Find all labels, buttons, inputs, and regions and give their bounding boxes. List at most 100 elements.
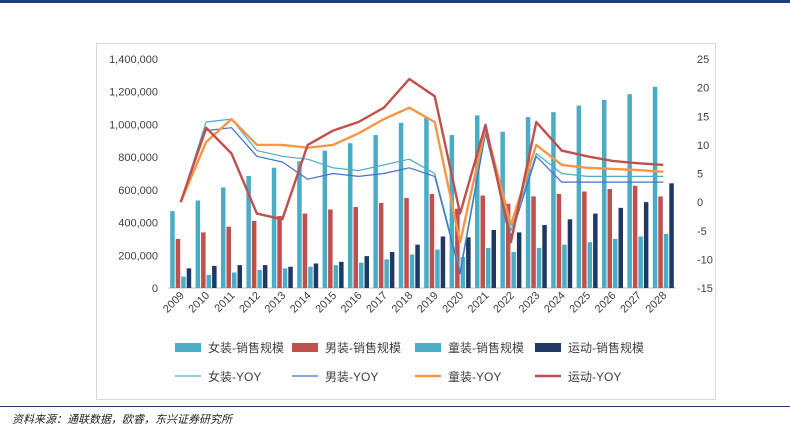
bar-3 [669,183,674,288]
legend-label: 童装-销售规模 [448,340,524,355]
bar-3 [262,265,268,288]
bar-1 [556,193,562,288]
bar-3 [643,202,649,288]
bar-0 [424,117,429,288]
bar-2 [232,272,237,288]
bar-0 [195,200,201,288]
bar-0 [449,135,455,288]
bar-2 [562,244,567,288]
bar-2 [638,236,643,288]
x-tick-label: 2013 [263,290,289,316]
bar-3 [567,219,573,288]
bar-2 [663,234,669,288]
bar-1 [226,226,231,288]
right-tick-label: 25 [697,54,709,66]
bar-3 [313,263,319,288]
bar-2 [181,276,186,288]
source-note: 资料来源：通联数据，欧睿，东兴证券研究所 [12,413,232,426]
bar-0 [475,115,480,288]
x-tick-label: 2024 [542,290,568,316]
right-tick-label: 10 [697,140,709,152]
bar-0 [221,187,226,288]
legend-swatch-bar [535,343,561,352]
bar-0 [602,99,607,289]
bar-0 [246,175,251,288]
left-tick-label: 1,000,000 [109,119,158,131]
legend-swatch-bar [415,343,441,352]
line-0 [180,118,664,272]
bar-2 [333,265,339,288]
bar-0 [348,143,353,288]
bar-layer [170,86,674,289]
bar-2 [409,254,415,288]
legend-label: 运动-YOY [568,370,621,384]
legend-label: 运动-销售规模 [568,340,644,355]
bar-2 [511,252,516,288]
right-tick-label: 0 [697,197,703,209]
legend-swatch-bar [292,343,318,352]
x-tick-label: 2025 [567,290,593,316]
bar-3 [618,207,623,288]
bar-1 [302,213,308,288]
bar-2 [359,262,364,288]
bar-3 [593,213,598,288]
line-1 [180,127,664,275]
legend-swatch-bar [175,343,201,352]
left-tick-label: 800,000 [118,152,158,164]
x-tick-label: 2009 [161,290,187,316]
bar-3 [389,252,395,288]
legend-label: 男装-销售规模 [325,340,401,355]
legend-label: 女装-销售规模 [208,340,284,355]
bar-2 [206,274,212,288]
left-tick-label: 600,000 [118,185,158,197]
bar-3 [364,256,369,288]
bar-3 [491,229,496,288]
x-tick-label: 2017 [364,290,390,316]
line-layer [179,77,664,275]
bar-2 [435,249,440,288]
bar-2 [587,242,593,288]
right-tick-label: 5 [697,169,703,181]
bar-0 [297,161,302,288]
bar-0 [652,86,658,288]
left-tick-label: 1,400,000 [109,54,158,66]
bar-2 [282,268,288,288]
bar-2 [486,247,491,288]
x-tick-label: 2011 [212,290,237,315]
bar-0 [322,150,328,288]
bar-3 [212,265,217,288]
bar-1 [277,216,282,288]
bar-3 [288,266,293,288]
bar-3 [516,232,522,288]
left-tick-label: 0 [152,283,158,295]
x-tick-label: 2020 [440,290,466,316]
x-tick-label: 2014 [288,290,314,316]
footer-rule [0,406,790,407]
bar-1 [328,209,333,288]
right-tick-label: 15 [697,111,709,123]
left-tick-label: 1,200,000 [109,87,158,99]
bar-1 [505,203,511,288]
bar-0 [525,117,531,288]
line-3 [179,77,664,244]
right-tick-label: -10 [697,254,713,266]
bar-3 [339,261,344,288]
bar-1 [582,191,587,288]
x-tick-label: 2023 [517,290,543,316]
x-tick-label: 2019 [415,290,441,316]
bar-2 [257,270,262,288]
chart-frame [96,43,716,400]
bar-0 [170,211,175,288]
x-tick-label: 2026 [593,290,619,316]
bar-0 [398,122,404,289]
legend-label: 男装-YOY [325,370,378,384]
left-tick-label: 400,000 [118,218,158,230]
x-tick-label: 2016 [339,290,365,316]
bar-3 [466,237,471,288]
header-rule [0,0,790,3]
right-tick-label: 20 [697,83,709,95]
bar-1 [607,189,612,288]
bar-3 [186,268,192,288]
